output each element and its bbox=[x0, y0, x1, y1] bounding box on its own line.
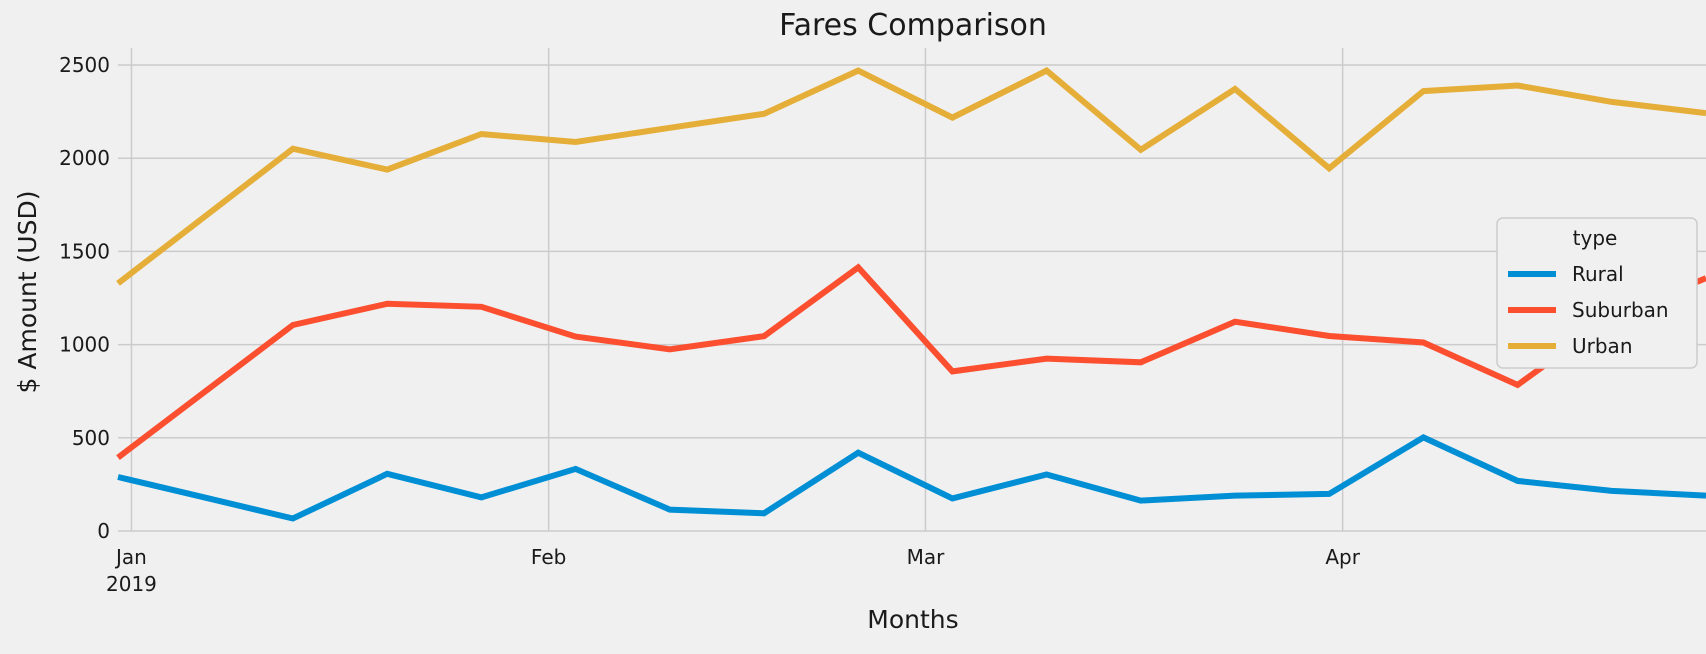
legend-label-urban: Urban bbox=[1572, 334, 1633, 358]
x-tick-labels: Jan 2019 Feb Mar Apr bbox=[106, 545, 1361, 596]
x-tick-sublabel: 2019 bbox=[106, 572, 157, 596]
y-tick-labels: 0 500 1000 1500 2000 2500 bbox=[59, 53, 110, 543]
x-tick-label: Feb bbox=[531, 545, 566, 569]
y-tick-label: 2000 bbox=[59, 146, 110, 170]
legend-items: Rural Suburban Urban bbox=[1508, 262, 1669, 358]
x-axis-label: Months bbox=[867, 605, 958, 634]
y-tick-label: 1500 bbox=[59, 239, 110, 263]
legend: type Rural Suburban Urban bbox=[1496, 217, 1698, 369]
y-tick-label: 500 bbox=[72, 426, 110, 450]
x-tick-label: Mar bbox=[907, 545, 946, 569]
y-tick-label: 0 bbox=[97, 519, 110, 543]
series-line-suburban bbox=[116, 263, 1706, 460]
x-tick-label: Jan bbox=[114, 545, 147, 569]
series-line-rural bbox=[117, 434, 1706, 522]
y-tick-label: 2500 bbox=[59, 53, 110, 77]
grid-lines bbox=[118, 48, 1706, 532]
chart-title: Fares Comparison bbox=[779, 8, 1047, 43]
x-tick-label: Apr bbox=[1325, 545, 1360, 569]
legend-label-rural: Rural bbox=[1572, 262, 1624, 286]
legend-box bbox=[1496, 217, 1698, 369]
series-lines bbox=[116, 67, 1706, 522]
legend-label-suburban: Suburban bbox=[1572, 298, 1669, 322]
series-line-urban bbox=[116, 67, 1706, 286]
y-tick-label: 1000 bbox=[59, 333, 110, 357]
y-axis-label: $ Amount (USD) bbox=[13, 191, 42, 394]
legend-title: type bbox=[1573, 226, 1618, 250]
